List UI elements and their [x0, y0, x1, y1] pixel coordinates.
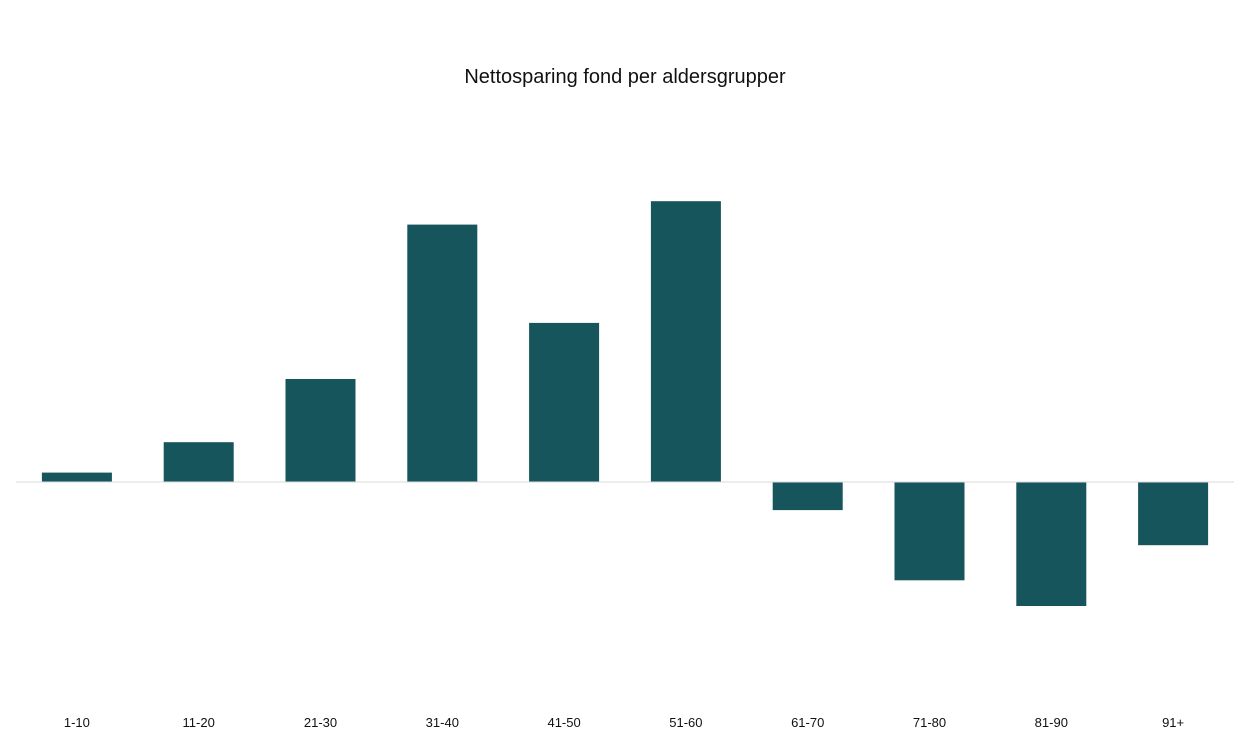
x-tick-label: 61-70	[791, 715, 824, 730]
bar-71-80	[894, 482, 965, 581]
x-tick-label: 21-30	[304, 715, 337, 730]
x-tick-label: 71-80	[913, 715, 946, 730]
x-tick-label: 91+	[1162, 715, 1184, 730]
bar-21-30	[285, 379, 356, 482]
x-tick-labels: 1-10 11-20 21-30 31-40 41-50 51-60 61-70 71-80 8…	[64, 715, 1184, 730]
bar-31-40	[407, 224, 478, 482]
x-tick-label: 31-40	[426, 715, 459, 730]
bar-81-90	[1016, 482, 1087, 606]
bar-61-70	[772, 482, 843, 511]
bar-51-60	[650, 201, 721, 482]
x-tick-label: 81-90	[1035, 715, 1068, 730]
chart-title: Nettosparing fond per aldersgrupper	[464, 66, 786, 88]
bar-41-50	[529, 322, 600, 482]
bars-group	[41, 201, 1209, 606]
x-tick-label: 51-60	[669, 715, 702, 730]
bar-11-20	[163, 442, 234, 482]
x-tick-label: 11-20	[183, 715, 215, 730]
x-tick-label: 1-10	[64, 715, 90, 730]
x-tick-label: 41-50	[547, 715, 580, 730]
bar-91+	[1138, 482, 1209, 546]
bar-1-10	[41, 472, 112, 482]
